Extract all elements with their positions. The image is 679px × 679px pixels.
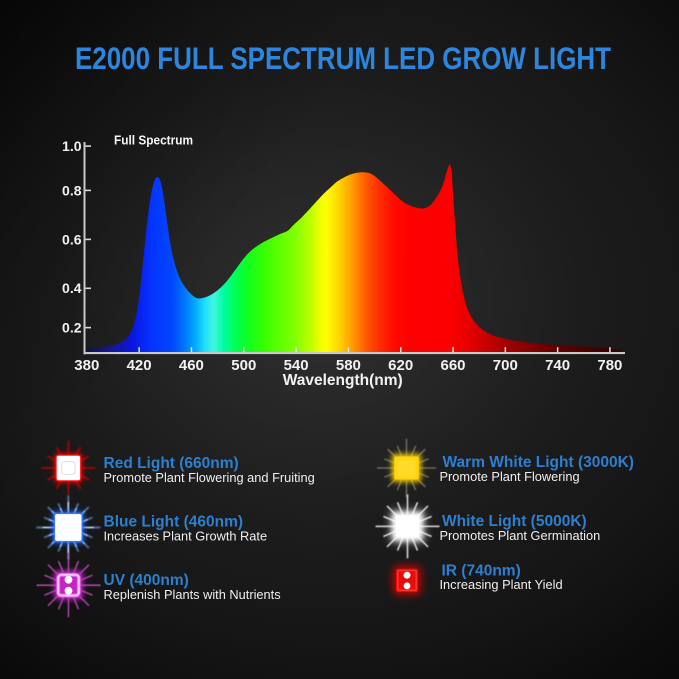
svg-text:780: 780 xyxy=(597,357,622,374)
svg-text:Promote Plant Flowering and Fr: Promote Plant Flowering and Fruiting xyxy=(104,470,315,485)
svg-text:0.2: 0.2 xyxy=(62,320,82,336)
svg-text:700: 700 xyxy=(493,357,518,374)
svg-text:Promote Plant Flowering: Promote Plant Flowering xyxy=(440,469,580,484)
svg-text:Increases Plant Growth Rate: Increases Plant Growth Rate xyxy=(104,529,268,544)
svg-text:Red Light (660nm): Red Light (660nm) xyxy=(104,455,239,472)
svg-text:620: 620 xyxy=(388,357,413,374)
svg-text:420: 420 xyxy=(127,357,152,374)
svg-text:Blue Light (460nm): Blue Light (460nm) xyxy=(104,514,244,531)
svg-text:Promotes Plant Germination: Promotes Plant Germination xyxy=(440,528,601,543)
svg-text:0.8: 0.8 xyxy=(62,182,82,198)
svg-text:0.6: 0.6 xyxy=(62,231,82,247)
svg-text:Wavelength(nm): Wavelength(nm) xyxy=(283,372,403,389)
svg-text:580: 580 xyxy=(336,357,361,374)
svg-text:460: 460 xyxy=(179,357,204,374)
svg-text:540: 540 xyxy=(284,357,309,374)
svg-text:UV (400nm): UV (400nm) xyxy=(104,572,189,589)
svg-text:740: 740 xyxy=(545,357,570,374)
svg-text:380: 380 xyxy=(74,357,99,374)
svg-text:Full Spectrum: Full Spectrum xyxy=(114,132,193,147)
svg-text:Warm White Light (3000K): Warm White Light (3000K) xyxy=(443,454,634,471)
svg-text:E2000 FULL SPECTRUM LED GROW L: E2000 FULL SPECTRUM LED GROW LIGHT xyxy=(75,40,611,76)
svg-text:Increasing Plant Yield: Increasing Plant Yield xyxy=(440,577,563,592)
svg-text:0.4: 0.4 xyxy=(62,280,82,296)
svg-text:White Light (5000K): White Light (5000K) xyxy=(442,513,587,530)
svg-text:1.0: 1.0 xyxy=(62,138,82,154)
svg-text:Replenish Plants with Nutrient: Replenish Plants with Nutrients xyxy=(104,587,281,602)
svg-text:660: 660 xyxy=(440,357,465,374)
svg-text:IR (740nm): IR (740nm) xyxy=(442,562,521,579)
svg-text:500: 500 xyxy=(231,357,256,374)
